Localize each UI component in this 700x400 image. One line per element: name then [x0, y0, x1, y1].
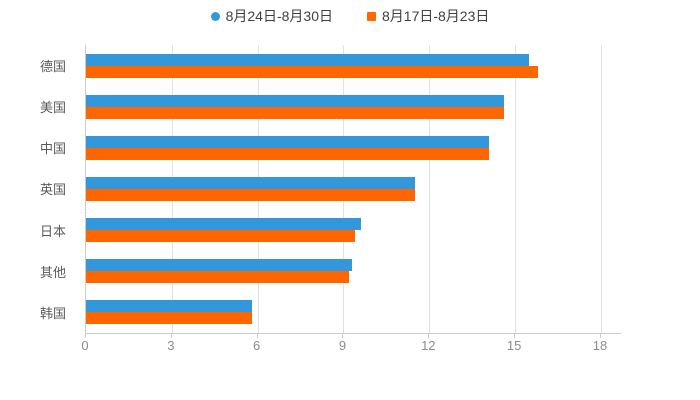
y-axis-label: 美国: [39, 100, 66, 116]
x-axis-tick: [514, 333, 516, 338]
x-axis-tick-label: 3: [167, 338, 175, 353]
bar-row: [86, 168, 621, 209]
legend: 8月24日-8月30日 8月17日-8月23日: [0, 6, 700, 26]
x-axis-tick: [428, 333, 430, 338]
legend-circle-marker-icon: [210, 11, 220, 21]
bar: [86, 65, 539, 78]
y-axis-label: 德国: [39, 59, 66, 75]
plot-area: [85, 45, 621, 334]
bar: [86, 271, 350, 284]
x-axis-tick-label: 12: [421, 338, 436, 353]
bar: [86, 312, 252, 325]
bar: [86, 135, 490, 148]
legend-item-week-aug17-23[interactable]: 8月17日-8月23日: [367, 9, 489, 23]
gridline: [429, 45, 431, 333]
bar: [86, 300, 252, 313]
x-axis-tick-label: 15: [506, 338, 522, 353]
bar: [86, 230, 355, 243]
x-axis-tick-label: 9: [338, 338, 347, 353]
y-axis-label: 日本: [39, 223, 66, 239]
y-axis-label: 其他: [39, 264, 66, 280]
bar-row: [86, 251, 621, 292]
x-axis-tick-label: 18: [592, 338, 608, 353]
bar: [86, 188, 415, 201]
legend-label-week-aug24-30: 8月24日-8月30日: [225, 8, 333, 24]
x-axis-tick: [170, 333, 172, 338]
x-axis-tick-label: 6: [253, 338, 261, 353]
bar: [86, 53, 530, 66]
y-axis-labels: 德国美国中国英国日本其他韩国: [0, 45, 66, 333]
gridline: [515, 45, 517, 333]
x-axis-tick-label: 0: [81, 338, 89, 353]
x-axis-tick: [85, 333, 86, 338]
legend-item-week-aug24-30[interactable]: 8月24日-8月30日: [210, 8, 333, 24]
y-axis-label: 中国: [39, 141, 66, 157]
bar: [86, 147, 490, 160]
bar-row: [86, 292, 621, 333]
gridline: [600, 45, 602, 333]
x-axis-tick: [599, 333, 601, 338]
bar: [86, 176, 415, 189]
bar: [86, 106, 504, 119]
bar-row: [86, 86, 621, 127]
bar-row: [86, 127, 621, 168]
x-axis-tick: [342, 333, 344, 338]
x-axis-tick: [256, 333, 258, 338]
bar-row: [86, 45, 621, 86]
bar: [86, 218, 361, 231]
x-axis: 0 3 6 9 12 15 18: [81, 333, 620, 356]
y-axis-label: 英国: [39, 182, 66, 198]
legend-square-marker-icon: [367, 11, 376, 21]
legend-label-week-aug17-23: 8月17日-8月23日: [382, 8, 490, 24]
y-axis-label: 韩国: [39, 305, 66, 321]
bar: [86, 259, 353, 272]
bar-row: [86, 210, 621, 251]
bar: [86, 94, 504, 107]
